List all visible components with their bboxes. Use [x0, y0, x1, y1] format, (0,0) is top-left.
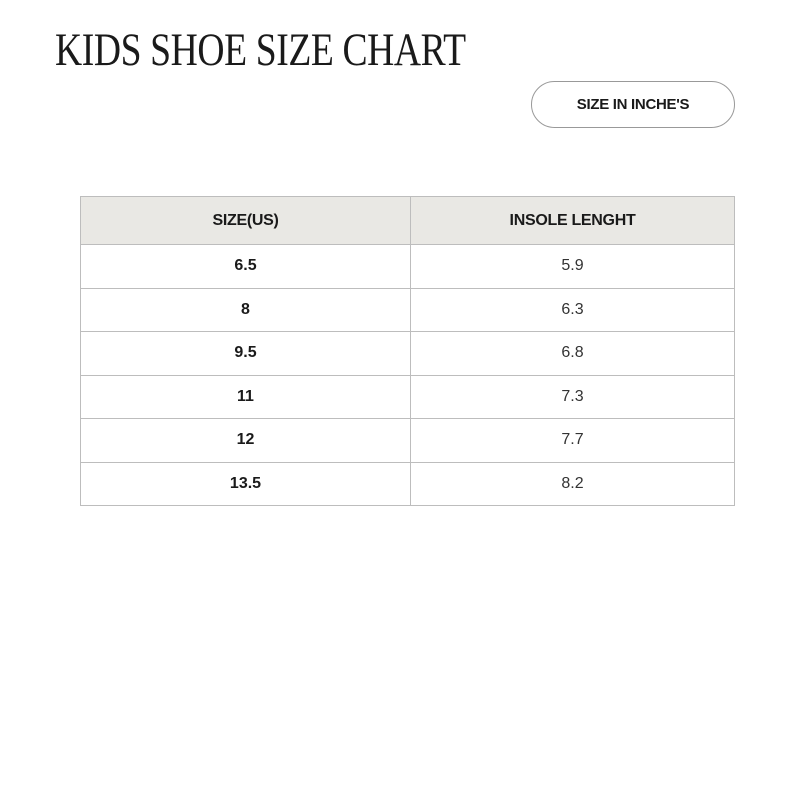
table-row: 9.5 6.8 — [80, 331, 735, 376]
length-cell: 6.3 — [410, 287, 735, 332]
size-cell: 11 — [80, 374, 411, 419]
length-cell: 5.9 — [410, 244, 735, 289]
column-header-insole-length: INSOLE LENGHT — [410, 196, 735, 245]
length-cell: 7.3 — [410, 374, 735, 419]
size-chart-table: SIZE(US) INSOLE LENGHT 6.5 5.9 8 6.3 9.5 6.… — [80, 196, 735, 506]
table-row: 12 7.7 — [80, 418, 735, 463]
length-cell: 6.8 — [410, 331, 735, 376]
table-row: 11 7.3 — [80, 374, 735, 419]
table-row: 8 6.3 — [80, 287, 735, 332]
table-row: 6.5 5.9 — [80, 244, 735, 289]
size-cell: 9.5 — [80, 331, 411, 376]
table-header-row: SIZE(US) INSOLE LENGHT — [80, 196, 735, 245]
size-cell: 6.5 — [80, 244, 411, 289]
size-unit-button[interactable]: SIZE IN INCHE'S — [531, 81, 735, 128]
length-cell: 8.2 — [410, 461, 735, 506]
table-row: 13.5 8.2 — [80, 461, 735, 506]
page-title: KIDS SHOE SIZE CHART — [55, 24, 466, 76]
size-cell: 13.5 — [80, 461, 411, 506]
size-cell: 12 — [80, 418, 411, 463]
size-cell: 8 — [80, 287, 411, 332]
column-header-size: SIZE(US) — [80, 196, 411, 245]
length-cell: 7.7 — [410, 418, 735, 463]
